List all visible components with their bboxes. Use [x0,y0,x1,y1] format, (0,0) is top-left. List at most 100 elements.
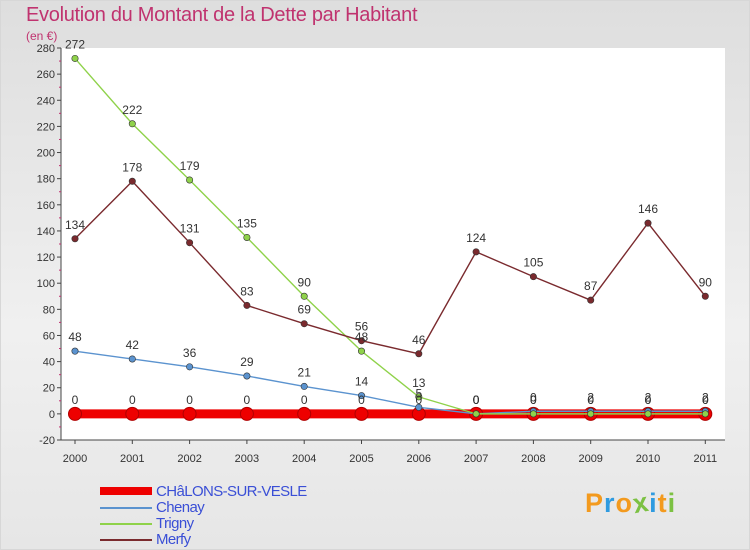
data-label: 36 [183,346,197,360]
x-tick-label: 2009 [578,453,602,465]
data-label: 48 [68,330,82,344]
legend-swatch [100,539,152,541]
data-point [243,233,251,241]
data-point [71,54,79,62]
data-label: 2 [587,390,594,404]
proxiti-logo: Proxiti [585,487,677,519]
data-point [300,320,308,328]
data-label: 124 [466,231,486,245]
data-point [415,350,423,358]
data-label: 83 [240,284,254,298]
series-line-1 [74,350,706,415]
data-point [415,403,423,411]
legend-item: Merfy [100,531,360,548]
y-tick-label: 80 [43,304,55,316]
legend-label: Chenay [156,499,205,516]
data-label: 21 [298,365,312,379]
x-tick-label: 2001 [120,453,144,465]
y-tick-label: 100 [37,278,55,290]
legend-item: Trigny [100,515,360,532]
data-label: 2 [645,390,652,404]
data-point [125,406,140,421]
x-tick-label: 2002 [177,453,201,465]
data-label: 14 [355,375,369,389]
data-label: 0 [645,393,652,407]
data-point [186,239,194,247]
data-point [357,337,365,345]
y-tick-label: 60 [43,330,55,342]
x-tick-label: 2000 [63,453,87,465]
data-label: 0 [415,393,422,407]
data-point [68,406,82,421]
data-label: 0 [473,393,480,407]
y-tick-label: 240 [37,95,55,107]
data-point [644,219,652,227]
logo-letter: i [649,488,658,518]
y-tick-label: 200 [37,148,55,160]
data-label: 222 [122,103,142,117]
data-label: 179 [180,159,200,173]
x-tick-label: 2006 [407,453,431,465]
y-tick-label: 160 [37,200,55,212]
data-label: 0 [587,393,594,407]
x-tick-label: 2007 [464,453,488,465]
data-label: 5 [415,386,422,400]
data-label: 0 [301,393,308,407]
data-point [415,393,423,401]
data-point [587,410,595,418]
data-label: 42 [126,338,140,352]
logo-letter: r [604,488,616,518]
x-tick-label: 2003 [235,453,259,465]
data-point [128,355,136,363]
y-tick-label: 260 [37,69,55,81]
data-point [243,301,251,309]
y-tick-label: -20 [39,435,55,447]
x-tick-label: 2005 [349,453,373,465]
data-point [239,406,254,421]
data-label: 90 [699,275,713,289]
chart-title: Evolution du Montant de la Dette par Hab… [26,4,418,26]
data-label: 0 [645,393,652,407]
legend-item: CHâLONS-SUR-VESLE [100,483,360,500]
y-tick-label: 0 [49,409,55,421]
data-point [71,347,79,355]
logo-letter: t [657,488,668,518]
logo-letter: o [615,488,634,518]
data-label: 0 [72,393,79,407]
legend-swatch [100,487,152,495]
data-label: 0 [702,393,709,407]
series-line-3 [74,180,706,355]
x-tick-label: 2010 [636,453,660,465]
legend-swatch [100,523,152,525]
data-label: 48 [355,330,369,344]
data-label: 0 [244,393,251,407]
data-point [182,406,197,421]
data-label: 69 [298,303,312,317]
data-point [243,372,251,380]
data-label: 0 [530,393,537,407]
plot-area [61,48,725,440]
legend-label: Merfy [156,531,191,548]
data-label: 0 [530,390,537,404]
data-label: 0 [702,393,709,407]
y-tick-label: 140 [37,226,55,238]
data-label: 146 [638,202,658,216]
data-point [354,406,369,421]
data-label: 56 [355,320,369,334]
data-label: 13 [412,376,426,390]
legend-label: CHâLONS-SUR-VESLE [156,483,307,500]
data-label: 134 [65,218,85,232]
data-point [529,273,537,281]
data-label: 272 [65,37,85,51]
legend-label: Trigny [156,515,194,532]
data-point [472,410,480,418]
data-label: 0 [186,393,193,407]
logo-letter: i [667,488,677,518]
data-label: 90 [298,275,312,289]
data-point [701,292,709,300]
data-label: 0 [530,393,537,407]
data-point [300,292,308,300]
data-label: 0 [473,393,480,407]
y-tick-label: 220 [37,121,55,133]
